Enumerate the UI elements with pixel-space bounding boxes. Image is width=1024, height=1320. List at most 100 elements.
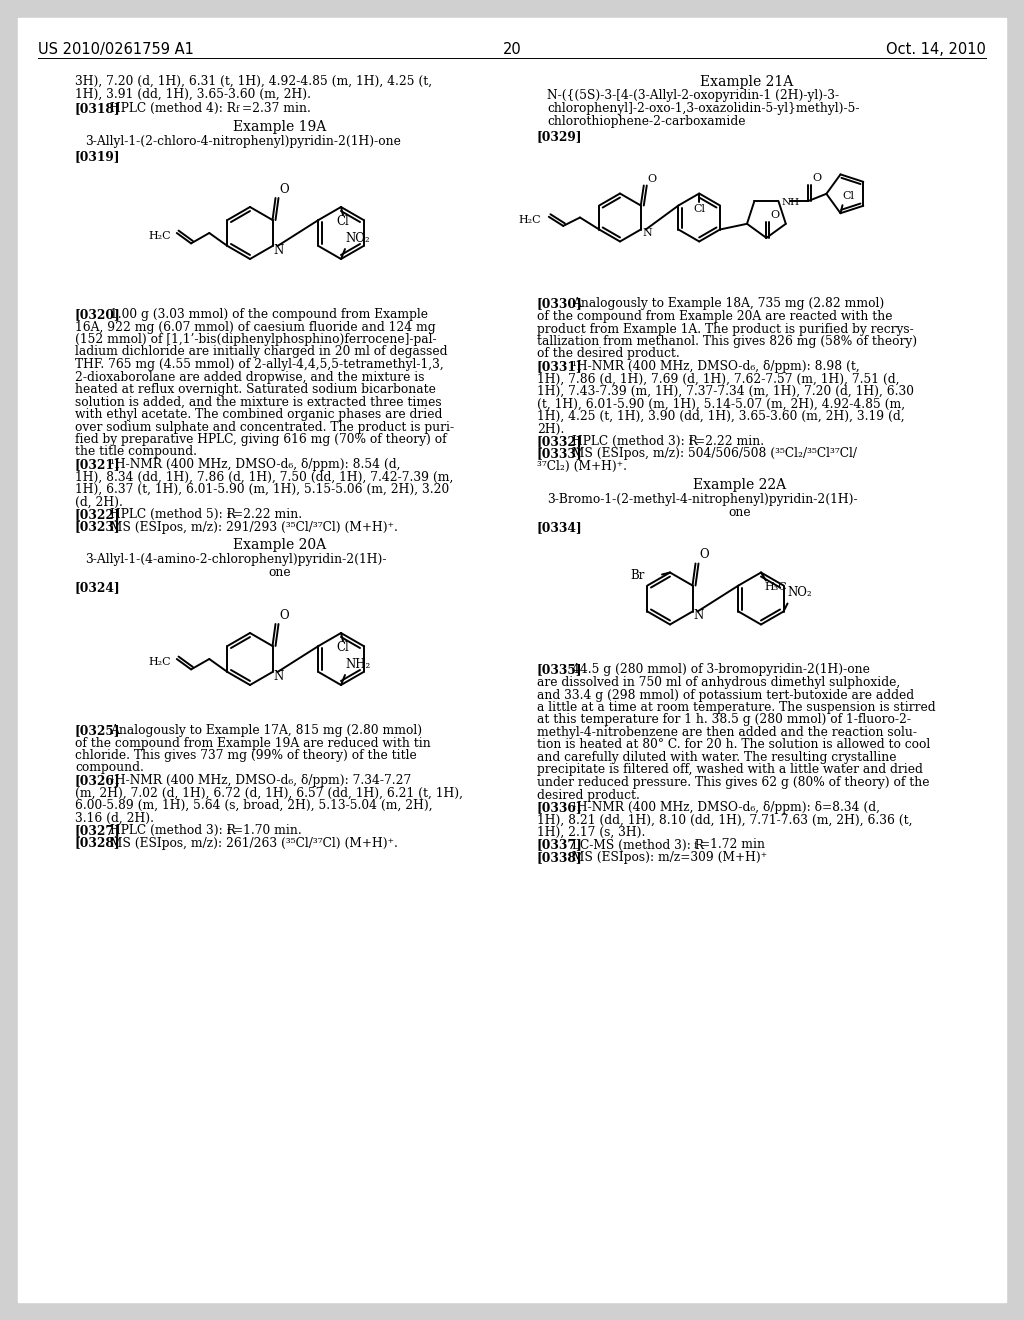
Text: 44.5 g (280 mmol) of 3-bromopyridin-2(1H)-one: 44.5 g (280 mmol) of 3-bromopyridin-2(1H… — [572, 664, 869, 676]
Text: (m, 2H), 7.02 (d, 1H), 6.72 (d, 1H), 6.57 (dd, 1H), 6.21 (t, 1H),: (m, 2H), 7.02 (d, 1H), 6.72 (d, 1H), 6.5… — [75, 787, 463, 800]
Text: 1H), 7.86 (d, 1H), 7.69 (d, 1H), 7.62-7.57 (m, 1H), 7.51 (d,: 1H), 7.86 (d, 1H), 7.69 (d, 1H), 7.62-7.… — [537, 372, 899, 385]
Text: [0336]: [0336] — [537, 801, 583, 814]
Text: NO₂: NO₂ — [345, 232, 370, 246]
Text: of the compound from Example 19A are reduced with tin: of the compound from Example 19A are red… — [75, 737, 431, 750]
Text: Analogously to Example 18A, 735 mg (2.82 mmol): Analogously to Example 18A, 735 mg (2.82… — [572, 297, 885, 310]
Text: Cl: Cl — [693, 203, 706, 214]
Text: H₃C: H₃C — [764, 582, 786, 593]
Text: 6.00-5.89 (m, 1H), 5.64 (s, broad, 2H), 5.13-5.04 (m, 2H),: 6.00-5.89 (m, 1H), 5.64 (s, broad, 2H), … — [75, 799, 432, 812]
Text: MS (ESIpos, m/z): 261/263 (³⁵Cl/³⁷Cl) (M+H)⁺.: MS (ESIpos, m/z): 261/263 (³⁵Cl/³⁷Cl) (M… — [110, 837, 398, 850]
Text: ¹H-NMR (400 MHz, DMSO-d₆, δ/ppm): 8.98 (t,: ¹H-NMR (400 MHz, DMSO-d₆, δ/ppm): 8.98 (… — [572, 360, 860, 374]
Text: f: f — [227, 511, 230, 520]
Text: (d, 2H).: (d, 2H). — [75, 495, 123, 508]
Text: Cl: Cl — [843, 191, 854, 201]
Text: 1H), 2.17 (s, 3H).: 1H), 2.17 (s, 3H). — [537, 826, 645, 840]
Text: NH₂: NH₂ — [345, 657, 371, 671]
Text: 3H), 7.20 (d, 1H), 6.31 (t, 1H), 4.92-4.85 (m, 1H), 4.25 (t,: 3H), 7.20 (d, 1H), 6.31 (t, 1H), 4.92-4.… — [75, 75, 432, 88]
Text: MS (ESIpos): m/z=309 (M+H)⁺: MS (ESIpos): m/z=309 (M+H)⁺ — [572, 851, 767, 865]
Text: [0322]: [0322] — [75, 508, 121, 521]
Text: Br: Br — [631, 569, 645, 582]
Text: H₂C: H₂C — [519, 215, 542, 224]
Text: product from Example 1A. The product is purified by recrys-: product from Example 1A. The product is … — [537, 322, 913, 335]
Text: f: f — [689, 437, 692, 446]
Text: [0329]: [0329] — [537, 129, 583, 143]
Text: heated at reflux overnight. Saturated sodium bicarbonate: heated at reflux overnight. Saturated so… — [75, 383, 436, 396]
Text: =2.37 min.: =2.37 min. — [242, 102, 311, 115]
Text: N-({(5S)-3-[4-(3-Allyl-2-oxopyridin-1 (2H)-yl)-3-: N-({(5S)-3-[4-(3-Allyl-2-oxopyridin-1 (2… — [547, 90, 839, 103]
Text: Example 20A: Example 20A — [233, 539, 327, 552]
Text: desired product.: desired product. — [537, 788, 640, 801]
Text: N: N — [273, 243, 284, 256]
Text: NO₂: NO₂ — [787, 586, 812, 599]
Text: under reduced pressure. This gives 62 g (80% of theory) of the: under reduced pressure. This gives 62 g … — [537, 776, 930, 789]
Text: US 2010/0261759 A1: US 2010/0261759 A1 — [38, 42, 194, 57]
Text: 2-dioxaborolane are added dropwise, and the mixture is: 2-dioxaborolane are added dropwise, and … — [75, 371, 425, 384]
Text: ³⁷Cl₂) (M+H)⁺.: ³⁷Cl₂) (M+H)⁺. — [537, 459, 627, 473]
Text: 1H), 4.25 (t, 1H), 3.90 (dd, 1H), 3.65-3.60 (m, 2H), 3.19 (d,: 1H), 4.25 (t, 1H), 3.90 (dd, 1H), 3.65-3… — [537, 411, 904, 422]
Text: =2.22 min.: =2.22 min. — [695, 436, 764, 447]
Text: and carefully diluted with water. The resulting crystalline: and carefully diluted with water. The re… — [537, 751, 896, 764]
Text: Example 19A: Example 19A — [233, 120, 327, 133]
Text: [0337]: [0337] — [537, 838, 583, 851]
Text: Example 22A: Example 22A — [693, 478, 786, 491]
Text: ¹H-NMR (400 MHz, DMSO-d₆, δ/ppm): 8.54 (d,: ¹H-NMR (400 MHz, DMSO-d₆, δ/ppm): 8.54 (… — [110, 458, 400, 471]
Text: 1H), 7.43-7.39 (m, 1H), 7.37-7.34 (m, 1H), 7.20 (d, 1H), 6.30: 1H), 7.43-7.39 (m, 1H), 7.37-7.34 (m, 1H… — [537, 385, 914, 399]
Text: [0319]: [0319] — [75, 150, 121, 164]
Text: (152 mmol) of [1,1’-bis(diphenylphosphino)ferrocene]-pal-: (152 mmol) of [1,1’-bis(diphenylphosphin… — [75, 333, 436, 346]
Text: Oct. 14, 2010: Oct. 14, 2010 — [886, 42, 986, 57]
Text: chloride. This gives 737 mg (99% of theory) of the title: chloride. This gives 737 mg (99% of theo… — [75, 748, 417, 762]
Text: [0326]: [0326] — [75, 774, 121, 787]
Text: [0324]: [0324] — [75, 582, 121, 594]
Text: 1.00 g (3.03 mmol) of the compound from Example: 1.00 g (3.03 mmol) of the compound from … — [110, 308, 428, 321]
Text: compound.: compound. — [75, 762, 144, 775]
Text: [0333]: [0333] — [537, 447, 583, 461]
Text: HPLC (method 3): R: HPLC (method 3): R — [110, 824, 236, 837]
Text: of the compound from Example 20A are reacted with the: of the compound from Example 20A are rea… — [537, 310, 893, 323]
Text: 20: 20 — [503, 42, 521, 57]
Text: N: N — [643, 227, 652, 238]
Text: H₂C: H₂C — [148, 657, 171, 667]
Text: 3-Bromo-1-(2-methyl-4-nitrophenyl)pyridin-2(1H)-: 3-Bromo-1-(2-methyl-4-nitrophenyl)pyridi… — [547, 492, 858, 506]
Text: MS (ESIpos, m/z): 291/293 (³⁵Cl/³⁷Cl) (M+H)⁺.: MS (ESIpos, m/z): 291/293 (³⁵Cl/³⁷Cl) (M… — [110, 520, 398, 533]
Text: f: f — [694, 841, 697, 850]
Text: [0320]: [0320] — [75, 308, 121, 321]
Text: 3-Allyl-1-(2-chloro-4-nitrophenyl)pyridin-2(1H)-one: 3-Allyl-1-(2-chloro-4-nitrophenyl)pyridi… — [85, 135, 400, 148]
Text: a little at a time at room temperature. The suspension is stirred: a little at a time at room temperature. … — [537, 701, 936, 714]
Text: one: one — [268, 566, 291, 579]
Text: [0327]: [0327] — [75, 824, 121, 837]
Text: methyl-4-nitrobenzene are then added and the reaction solu-: methyl-4-nitrobenzene are then added and… — [537, 726, 918, 739]
Text: Example 21A: Example 21A — [700, 75, 794, 88]
Text: H₂C: H₂C — [148, 231, 171, 242]
Text: ladium dichloride are initially charged in 20 ml of degassed: ladium dichloride are initially charged … — [75, 346, 447, 359]
Text: =1.72 min: =1.72 min — [700, 838, 765, 851]
Text: Cl: Cl — [337, 642, 349, 653]
Text: [0331]: [0331] — [537, 360, 583, 374]
Text: the title compound.: the title compound. — [75, 446, 197, 458]
Text: 2H).: 2H). — [537, 422, 564, 436]
Text: O: O — [770, 210, 779, 220]
Text: HPLC (method 4): R: HPLC (method 4): R — [110, 102, 236, 115]
Text: ¹H-NMR (400 MHz, DMSO-d₆, δ/ppm): 7.34-7.27: ¹H-NMR (400 MHz, DMSO-d₆, δ/ppm): 7.34-7… — [110, 774, 412, 787]
Text: 1H), 6.37 (t, 1H), 6.01-5.90 (m, 1H), 5.15-5.06 (m, 2H), 3.20: 1H), 6.37 (t, 1H), 6.01-5.90 (m, 1H), 5.… — [75, 483, 450, 496]
Text: over sodium sulphate and concentrated. The product is puri-: over sodium sulphate and concentrated. T… — [75, 421, 454, 433]
Text: with ethyl acetate. The combined organic phases are dried: with ethyl acetate. The combined organic… — [75, 408, 442, 421]
Text: N: N — [693, 609, 703, 622]
Text: THF. 765 mg (4.55 mmol) of 2-allyl-4,4,5,5-tetramethyl-1,3,: THF. 765 mg (4.55 mmol) of 2-allyl-4,4,5… — [75, 358, 443, 371]
Text: [0332]: [0332] — [537, 436, 583, 447]
Text: [0321]: [0321] — [75, 458, 121, 471]
Text: tion is heated at 80° C. for 20 h. The solution is allowed to cool: tion is heated at 80° C. for 20 h. The s… — [537, 738, 930, 751]
Text: [0328]: [0328] — [75, 837, 121, 850]
Text: [0335]: [0335] — [537, 664, 583, 676]
Text: are dissolved in 750 ml of anhydrous dimethyl sulphoxide,: are dissolved in 750 ml of anhydrous dim… — [537, 676, 900, 689]
Text: f: f — [236, 104, 240, 114]
Text: fied by preparative HPLC, giving 616 mg (70% of theory) of: fied by preparative HPLC, giving 616 mg … — [75, 433, 446, 446]
Text: tallization from methanol. This gives 826 mg (58% of theory): tallization from methanol. This gives 82… — [537, 335, 918, 348]
Text: [0325]: [0325] — [75, 723, 121, 737]
Text: O: O — [812, 173, 821, 183]
Text: Analogously to Example 17A, 815 mg (2.80 mmol): Analogously to Example 17A, 815 mg (2.80… — [110, 723, 422, 737]
Text: [0334]: [0334] — [537, 521, 583, 535]
Text: LC-MS (method 3): R: LC-MS (method 3): R — [572, 838, 703, 851]
Text: O: O — [699, 549, 710, 561]
Text: O: O — [280, 609, 289, 622]
Text: N: N — [273, 669, 284, 682]
